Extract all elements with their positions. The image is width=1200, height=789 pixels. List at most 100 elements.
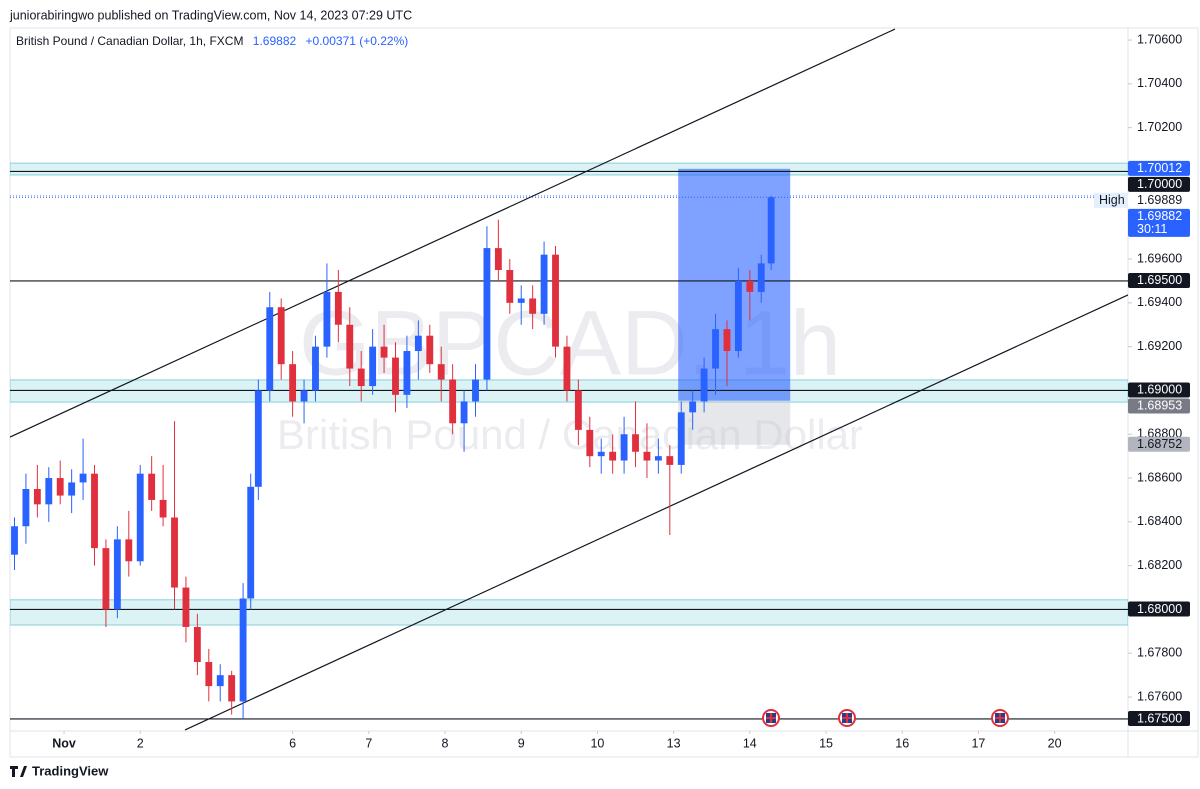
candle-body [654, 456, 662, 461]
candle-body [323, 291, 331, 347]
candle-body [574, 390, 582, 430]
candle-body [494, 248, 502, 270]
candle-body [552, 254, 559, 347]
candle-body [403, 351, 411, 395]
x-tick-label: 6 [289, 736, 296, 750]
candle-body [586, 429, 594, 457]
candle-body [91, 473, 98, 549]
candle-body [300, 390, 308, 402]
candle-body [460, 401, 468, 424]
candle-body [56, 478, 64, 496]
candle-body [757, 263, 765, 292]
x-tick-label: 15 [819, 736, 833, 750]
high-label: High [1099, 193, 1125, 207]
channel-line [184, 294, 1128, 731]
candle-body [369, 346, 377, 387]
position-stop-area [678, 400, 791, 445]
event-icons [762, 709, 1009, 727]
y-tick-label: 1.70400 [1137, 76, 1182, 90]
x-tick-label: 9 [518, 736, 525, 750]
level-tag-bg [1128, 272, 1190, 288]
candle-body [254, 390, 262, 487]
high-tag-bg [1128, 192, 1190, 208]
candle-body [346, 324, 354, 369]
candle-body [597, 451, 605, 457]
y-tick-label: 1.67600 [1137, 689, 1182, 703]
candle-body [334, 291, 342, 325]
candle-body [228, 675, 236, 702]
candle-body [289, 364, 297, 402]
x-tick-label: 20 [1048, 736, 1062, 750]
candle-body [517, 298, 525, 303]
candle-body [193, 626, 201, 663]
legend-change: +0.00371 (+0.22%) [306, 34, 409, 48]
candle-body [205, 662, 213, 687]
uk-event [991, 709, 1009, 727]
price-tag-label: 1.69882 [1137, 209, 1182, 223]
y-tick-label: 1.69400 [1137, 295, 1182, 309]
candle-body [247, 486, 255, 599]
x-tick-label: 14 [743, 736, 757, 750]
price-tag-label: 30:11 [1137, 222, 1167, 236]
candle-body [746, 280, 754, 292]
price-tag-bg [1128, 208, 1190, 237]
candle-body [312, 346, 319, 391]
candle-body [277, 307, 285, 365]
candle-body [643, 451, 651, 461]
candle-body [266, 307, 274, 391]
level-tag-label: 1.69000 [1137, 383, 1182, 397]
entry-tag-bg [1128, 398, 1190, 414]
x-tick-label: Nov [52, 736, 76, 750]
candle-body [414, 335, 422, 352]
high-label-bg [1094, 192, 1128, 208]
x-tick-label: 16 [895, 736, 909, 750]
symbol-info: British Pound / Canadian Dollar, 1h, FXC… [16, 34, 243, 48]
watermark-name: British Pound / Canadian Dollar [277, 411, 863, 458]
candle-body [33, 489, 41, 505]
candle-body [563, 346, 571, 391]
candle-body [449, 379, 457, 424]
level-tag-label: 1.69500 [1137, 273, 1182, 287]
brand: TradingView [32, 763, 109, 778]
y-tick-label: 1.69200 [1137, 339, 1182, 353]
zone [10, 162, 1128, 176]
stop-tag-label: 1.68752 [1137, 437, 1182, 451]
level-tag-bg [1128, 710, 1190, 726]
x-tick-label: 2 [137, 736, 144, 750]
target-tag-label: 1.70012 [1137, 161, 1182, 175]
level-tag-label: 1.68000 [1137, 602, 1182, 616]
candle-body [734, 280, 742, 352]
candle-body [472, 379, 479, 402]
y-tick-label: 1.68600 [1137, 470, 1182, 484]
uk-event [838, 709, 856, 727]
level-tag-bg [1128, 382, 1190, 398]
target-tag-bg [1128, 160, 1190, 176]
level-tag-label: 1.67500 [1137, 711, 1182, 725]
candle-body [148, 473, 156, 500]
level-tag-bg [1128, 176, 1190, 192]
y-tick-label: 1.70200 [1137, 120, 1182, 134]
legend-price: 1.69882 [253, 34, 297, 48]
candle-body [506, 269, 514, 303]
candle-body [700, 368, 708, 402]
level-tag-bg [1128, 601, 1190, 617]
candle-body [239, 598, 247, 702]
candle-body [45, 478, 53, 505]
candle-body [79, 473, 87, 483]
publisher-line: juniorabiringwo published on TradingView… [9, 8, 412, 22]
candle-body [380, 346, 388, 358]
candle-body [540, 254, 548, 314]
candle-body [171, 517, 178, 588]
candle-body [712, 329, 719, 369]
candle-body [529, 298, 537, 314]
candle-body [11, 526, 18, 555]
candle-body [216, 675, 224, 687]
plot-area [10, 28, 1128, 731]
candle-body [666, 456, 674, 465]
y-tick-label: 1.70600 [1137, 32, 1182, 46]
x-tick-label: 13 [667, 736, 681, 750]
candle-body [609, 451, 617, 461]
zone [10, 599, 1128, 626]
